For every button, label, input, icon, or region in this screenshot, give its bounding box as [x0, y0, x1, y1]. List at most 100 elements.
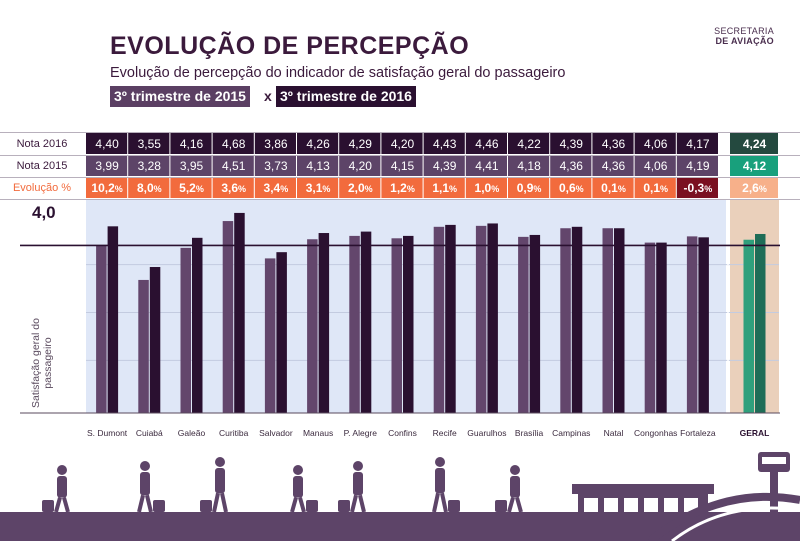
- passenger-leg-icon: [507, 497, 515, 513]
- period-2016-tag: 3º trimestre de 2016: [276, 86, 416, 107]
- table-value-2015: 4,18: [517, 159, 541, 173]
- x-tick-label: Recife: [433, 428, 457, 438]
- passenger-body-icon: [510, 476, 520, 498]
- x-tick-label: GERAL: [740, 428, 770, 438]
- period-2015-tag: 3º trimestre de 2015: [110, 86, 250, 107]
- passenger-body-icon: [435, 468, 445, 494]
- table-value-2016: 4,39: [560, 137, 584, 151]
- bar-2015: [560, 228, 571, 413]
- table-value-2015: 3,28: [138, 159, 162, 173]
- table-value-2015: 3,99: [95, 159, 119, 173]
- bar-2016: [234, 212, 245, 413]
- table-cell-2016: [676, 133, 718, 154]
- terminal-window-icon: [644, 498, 658, 512]
- table-value-evolucao: 0,9%: [517, 181, 542, 195]
- table-cell-2016: [550, 133, 592, 154]
- org-logo-line1: SECRETARIA: [714, 26, 774, 36]
- table-cell-evolucao: [254, 178, 296, 198]
- table-value-2015: 4,15: [391, 159, 415, 173]
- table-value-evolucao: 1,2%: [390, 181, 415, 195]
- table-value-2015: 4,51: [222, 159, 246, 173]
- x-tick-label: P. Alegre: [344, 428, 378, 438]
- x-tick-label: Guarulhos: [467, 428, 506, 438]
- table-value-evolucao: 3,6%: [221, 181, 246, 195]
- bar-2016: [698, 237, 709, 413]
- row-label-nota2015: Nota 2015: [16, 160, 68, 172]
- bar-2015: [264, 258, 276, 413]
- table-cell-2016: [254, 133, 296, 154]
- table-value-2015: 4,06: [644, 159, 668, 173]
- bar-2016: [487, 223, 498, 413]
- table-cell-2015: [592, 156, 634, 176]
- bar-2016: [149, 267, 161, 413]
- table-cell-evolucao: [550, 178, 592, 198]
- luggage-icon: [200, 500, 212, 512]
- table-value-2016: 4,40: [95, 137, 119, 151]
- x-tick-label: Galeão: [178, 428, 206, 438]
- x-tick-label: Campinas: [552, 428, 590, 438]
- bar-2016: [529, 234, 541, 413]
- table-value-evolucao: 10,2%: [91, 181, 122, 195]
- table-value-evolucao: 1,1%: [432, 181, 457, 195]
- bar-2016: [403, 235, 414, 413]
- table-value-evolucao: -0,3%: [684, 181, 713, 195]
- passenger-body-icon: [140, 472, 150, 496]
- table-cell-evolucao: [634, 178, 676, 198]
- table-cell-2015: [297, 156, 339, 176]
- table-divider: [0, 155, 800, 156]
- row-label-nota2016: Nota 2016: [16, 138, 68, 150]
- table-bottom-divider: [0, 199, 800, 200]
- table-value-2016: 4,26: [306, 137, 330, 151]
- table-value-2016: 4,17: [686, 137, 710, 151]
- bar-2016: [192, 237, 203, 413]
- bar-2016: [656, 242, 667, 413]
- luggage-icon: [42, 500, 54, 512]
- table-cell-2016: [86, 133, 128, 154]
- y-axis-label: Satisfação geral do passageiro: [30, 318, 54, 408]
- period-separator: x: [264, 88, 272, 104]
- table-value-2016: 4,22: [517, 137, 541, 151]
- bar-2016: [318, 233, 330, 413]
- table-cell-2015: [550, 156, 592, 176]
- bar-2015: [138, 279, 149, 413]
- passenger-leg-icon: [440, 492, 448, 513]
- page-subtitle: Evolução de percepção do indicador de sa…: [110, 65, 566, 81]
- passenger-head-icon: [435, 457, 445, 467]
- luggage-icon: [306, 500, 318, 512]
- table-value-2016: 4,24: [743, 137, 767, 151]
- table-cell-2015: [423, 156, 465, 176]
- table-cell-evolucao: [676, 178, 718, 198]
- table-value-2016: 4,20: [391, 137, 415, 151]
- table-cell-evolucao: [508, 178, 550, 198]
- table-value-2016: 4,68: [222, 137, 246, 151]
- terminal-window-icon: [584, 498, 598, 512]
- table-cell-2016: [423, 133, 465, 154]
- passenger-leg-icon: [298, 497, 306, 513]
- terminal-window-icon: [624, 498, 638, 512]
- passenger-leg-icon: [212, 492, 220, 513]
- table-cell-2016: [592, 133, 634, 154]
- table-value-2015: 4,36: [560, 159, 584, 173]
- x-tick-label: Brasília: [515, 428, 544, 438]
- bar-2015: [475, 225, 487, 413]
- passenger-body-icon: [57, 476, 67, 498]
- x-tick-label: Manaus: [303, 428, 333, 438]
- table-cell-evolucao: [592, 178, 634, 198]
- table-value-evolucao: 3,1%: [306, 181, 331, 195]
- row-label-evolucao: Evolução %: [12, 182, 72, 194]
- passenger-body-icon: [293, 476, 303, 498]
- terminal-window-icon: [604, 498, 618, 512]
- table-cell-evolucao: [465, 178, 507, 198]
- table-cell-2016: [381, 133, 423, 154]
- table-value-evolucao: 3,4%: [264, 181, 289, 195]
- bar-2015: [96, 245, 107, 413]
- table-cell-evolucao: [128, 178, 170, 198]
- bar-2015: [644, 242, 656, 413]
- passenger-head-icon: [140, 461, 150, 471]
- passenger-head-icon: [215, 457, 225, 467]
- control-tower-window-icon: [762, 457, 786, 464]
- x-tick-label: Congonhas: [634, 428, 677, 438]
- table-cell-evolucao: [170, 178, 212, 198]
- table-value-2016: 4,06: [644, 137, 668, 151]
- table-value-2015: 4,41: [475, 159, 499, 173]
